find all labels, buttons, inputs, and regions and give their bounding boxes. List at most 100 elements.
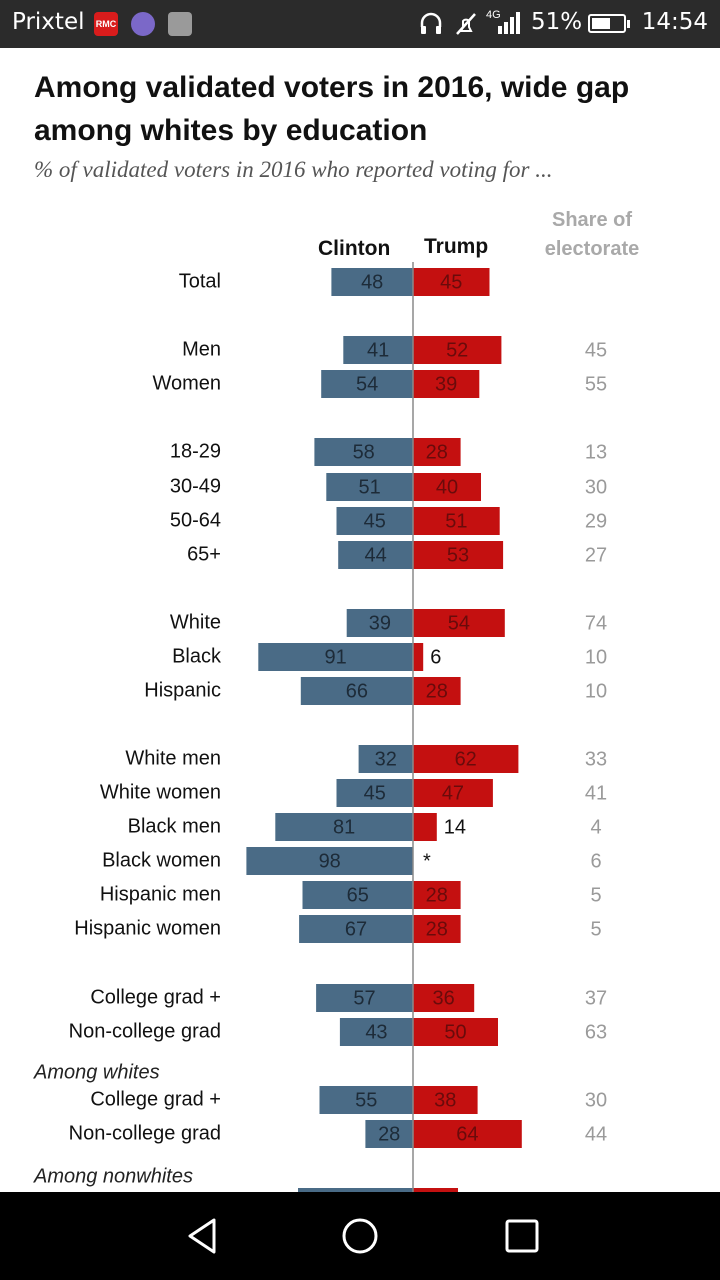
- navigation-bar: [0, 1192, 720, 1280]
- section-label: Among whites: [33, 1061, 160, 1083]
- share-value: 6: [590, 850, 601, 872]
- mute-icon: [456, 13, 476, 35]
- trump-value: 40: [436, 476, 458, 498]
- trump-bar: [413, 507, 500, 535]
- trump-value: 51: [445, 510, 467, 532]
- share-value: 30: [585, 1089, 607, 1111]
- recents-icon[interactable]: [502, 1216, 542, 1256]
- trump-value: 50: [444, 1021, 466, 1043]
- home-icon[interactable]: [340, 1216, 380, 1256]
- clinton-value: 54: [356, 373, 378, 395]
- clinton-bar: [346, 609, 413, 637]
- trump-bar: [413, 984, 475, 1012]
- clinton-bar: [339, 1018, 413, 1046]
- row-label: Women: [152, 372, 221, 394]
- trump-bar: [413, 1120, 522, 1148]
- row-label: 65+: [187, 543, 221, 565]
- clinton-bar: [358, 745, 413, 773]
- section-label: Among nonwhites: [33, 1165, 193, 1187]
- trump-value: 28: [426, 680, 448, 702]
- clinton-bar: [336, 507, 413, 535]
- share-value: 4: [590, 816, 601, 838]
- network-label: 4G: [486, 9, 501, 21]
- clinton-bar: [302, 881, 413, 909]
- share-column-header: Share of electorate: [544, 209, 640, 260]
- clinton-value: 81: [333, 816, 355, 838]
- signal-icon: 4G: [486, 9, 520, 34]
- clinton-bar: [316, 984, 413, 1012]
- share-value: 29: [585, 510, 607, 532]
- clinton-value: 55: [355, 1089, 377, 1111]
- clinton-bar: [331, 268, 413, 296]
- battery-percent: 51%: [531, 9, 583, 35]
- app-name: Prixtel: [12, 9, 85, 35]
- trump-value: 45: [440, 271, 462, 293]
- trump-bar: [413, 677, 461, 705]
- share-value: 55: [585, 373, 607, 395]
- trump-value: 6: [430, 646, 441, 668]
- trump-value: 39: [435, 373, 457, 395]
- clock: 14:54: [641, 9, 708, 35]
- row-label: 18-29: [170, 440, 221, 462]
- trump-bar: [413, 1188, 458, 1192]
- share-value: 10: [585, 646, 607, 668]
- row-label: Black: [172, 645, 222, 667]
- share-value: 5: [590, 884, 601, 906]
- share-value: 44: [585, 1123, 607, 1145]
- trump-value: 28: [426, 918, 448, 940]
- row-label: Men: [182, 338, 221, 360]
- row-label: College grad +: [90, 986, 221, 1008]
- share-value: 63: [585, 1021, 607, 1043]
- trump-value: 28: [426, 441, 448, 463]
- trump-value: 64: [456, 1123, 478, 1145]
- clinton-bar: [319, 1086, 413, 1114]
- row-label: Non-college grad: [69, 1122, 221, 1144]
- share-value: 10: [585, 680, 607, 702]
- clinton-value: 58: [353, 441, 375, 463]
- trump-bar: [413, 915, 461, 943]
- legend-trump: Trump: [424, 235, 489, 258]
- clinton-value: 28: [378, 1123, 400, 1145]
- row-label: White: [170, 611, 221, 633]
- trump-bar: [413, 268, 490, 296]
- share-value: 33: [585, 748, 607, 770]
- clinton-value: 48: [361, 271, 383, 293]
- share-value: 30: [585, 476, 607, 498]
- trump-bar: [413, 779, 493, 807]
- clinton-bar: [336, 779, 413, 807]
- trump-bar: [413, 1086, 478, 1114]
- clinton-value: 39: [369, 612, 391, 634]
- clinton-bar: [365, 1120, 413, 1148]
- share-value: 45: [585, 339, 607, 361]
- clinton-bar: [314, 438, 413, 466]
- trump-bar: [413, 336, 502, 364]
- row-label: Total: [179, 270, 221, 292]
- trump-bar: [413, 813, 437, 841]
- trump-value: 36: [432, 987, 454, 1009]
- clinton-bar: [300, 677, 413, 705]
- share-value: 41: [585, 782, 607, 804]
- trump-bar: [413, 609, 505, 637]
- rmc-icon: RMC: [94, 12, 118, 36]
- trump-bar: [413, 370, 480, 398]
- clinton-value: 32: [375, 748, 397, 770]
- clinton-bar: [326, 473, 413, 501]
- trump-value: *: [423, 850, 431, 872]
- trump-bar: [413, 541, 504, 569]
- row-label: White men: [125, 747, 221, 769]
- clinton-value: 45: [364, 782, 386, 804]
- clinton-value: 98: [319, 850, 341, 872]
- row-label: 50-64: [170, 509, 221, 531]
- clinton-value: 65: [347, 884, 369, 906]
- row-label: Hispanic: [144, 679, 221, 701]
- row-label: Non-college grad: [69, 1020, 221, 1042]
- clinton-bar: [258, 643, 413, 671]
- clinton-value: 44: [364, 544, 386, 566]
- row-label: Hispanic men: [100, 883, 221, 905]
- back-icon[interactable]: [182, 1216, 222, 1256]
- chat-icon: [131, 12, 155, 36]
- share-value: 5: [590, 918, 601, 940]
- trump-bar: [413, 438, 461, 466]
- image-icon: [168, 12, 192, 36]
